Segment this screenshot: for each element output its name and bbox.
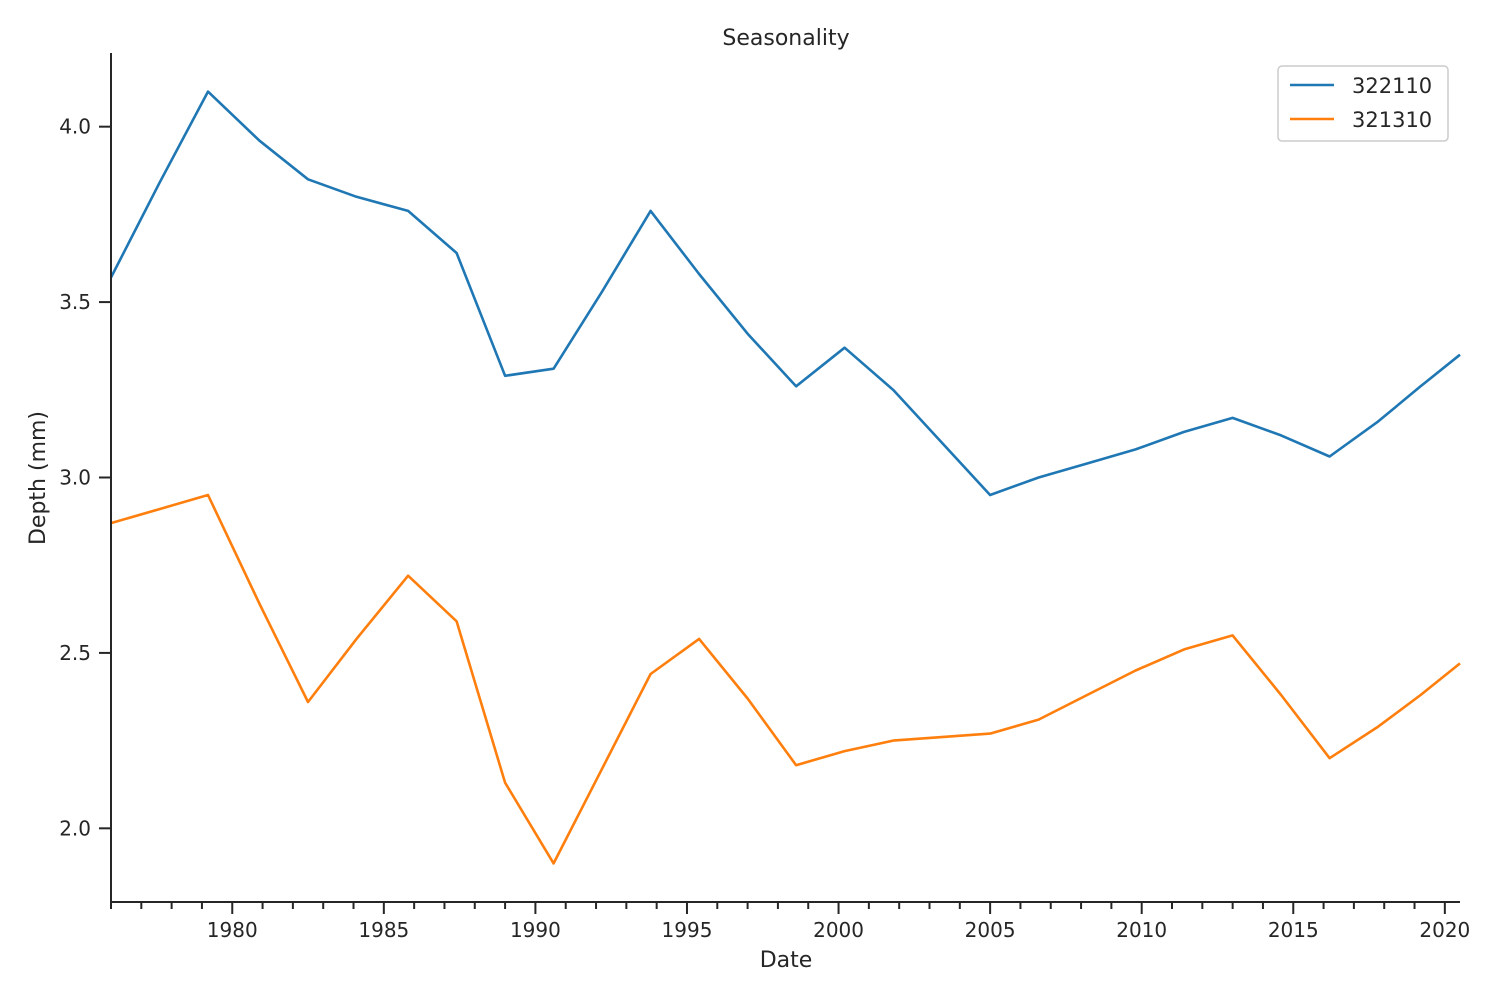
series-group [109, 90, 1461, 865]
legend-label-322110: 322110 [1352, 74, 1432, 98]
chart-title: Seasonality [722, 26, 849, 51]
y-tick-label: 4.0 [59, 115, 91, 139]
series-line-322110 [109, 90, 1461, 497]
x-tick-label: 1990 [510, 918, 561, 942]
y-tick-label: 2.5 [59, 641, 91, 665]
x-tick-label: 2020 [1419, 918, 1470, 942]
y-tick-label: 2.0 [59, 816, 91, 840]
x-tick-label: 2000 [813, 918, 864, 942]
x-tick-label: 2015 [1268, 918, 1319, 942]
y-axis-ticks: 2.0 2.5 3.0 3.5 4.0 [59, 115, 111, 840]
x-tick-label: 1995 [662, 918, 713, 942]
plot-area: 1980 1985 1990 1995 2000 2005 2010 2015 2020 2.0… [59, 53, 1470, 942]
y-tick-label: 3.0 [59, 466, 91, 490]
legend: 322110 321310 [1277, 65, 1449, 142]
x-axis-ticks: 1980 1985 1990 1995 2000 2005 2010 2015 2020 [110, 902, 1470, 942]
legend-label-321310: 321310 [1352, 108, 1432, 132]
series-line-321310 [110, 493, 1461, 865]
x-tick-label: 1985 [358, 918, 409, 942]
x-tick-label: 2005 [965, 918, 1016, 942]
x-tick-label: 1980 [207, 918, 258, 942]
x-axis-label: Date [760, 948, 813, 973]
y-axis-label: Depth (mm) [26, 411, 51, 545]
y-tick-label: 3.5 [59, 290, 91, 314]
x-tick-label: 2010 [1116, 918, 1167, 942]
